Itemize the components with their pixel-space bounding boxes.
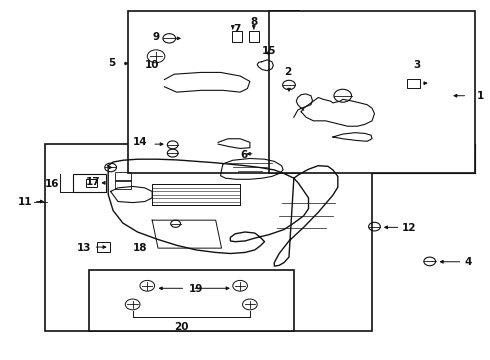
Text: 1: 1 <box>477 91 484 101</box>
Text: 9: 9 <box>152 32 159 41</box>
Text: 6: 6 <box>240 150 247 160</box>
Text: 2: 2 <box>284 67 292 77</box>
Bar <box>115 180 131 189</box>
Text: 20: 20 <box>174 322 189 332</box>
Bar <box>86 179 98 187</box>
Text: 19: 19 <box>189 284 203 294</box>
Text: 3: 3 <box>414 60 421 70</box>
Text: 7: 7 <box>233 24 240 35</box>
Bar <box>232 31 242 42</box>
Bar <box>115 172 131 181</box>
Text: 15: 15 <box>262 46 276 56</box>
Bar <box>89 270 294 330</box>
Bar <box>249 31 259 42</box>
Text: 12: 12 <box>401 224 416 233</box>
Text: 14: 14 <box>133 138 147 147</box>
Text: 16: 16 <box>45 179 59 189</box>
Text: 11: 11 <box>18 197 32 207</box>
Text: 13: 13 <box>76 243 91 253</box>
Text: 5: 5 <box>108 58 116 68</box>
Text: 10: 10 <box>145 60 159 70</box>
Text: 18: 18 <box>133 243 147 253</box>
Text: 17: 17 <box>86 177 101 187</box>
Text: 8: 8 <box>250 17 257 27</box>
Bar <box>407 78 420 88</box>
Bar <box>97 242 110 252</box>
Bar <box>270 12 475 173</box>
Text: 4: 4 <box>465 257 472 267</box>
Bar <box>73 174 106 192</box>
Bar <box>45 144 372 330</box>
Bar <box>128 12 299 173</box>
